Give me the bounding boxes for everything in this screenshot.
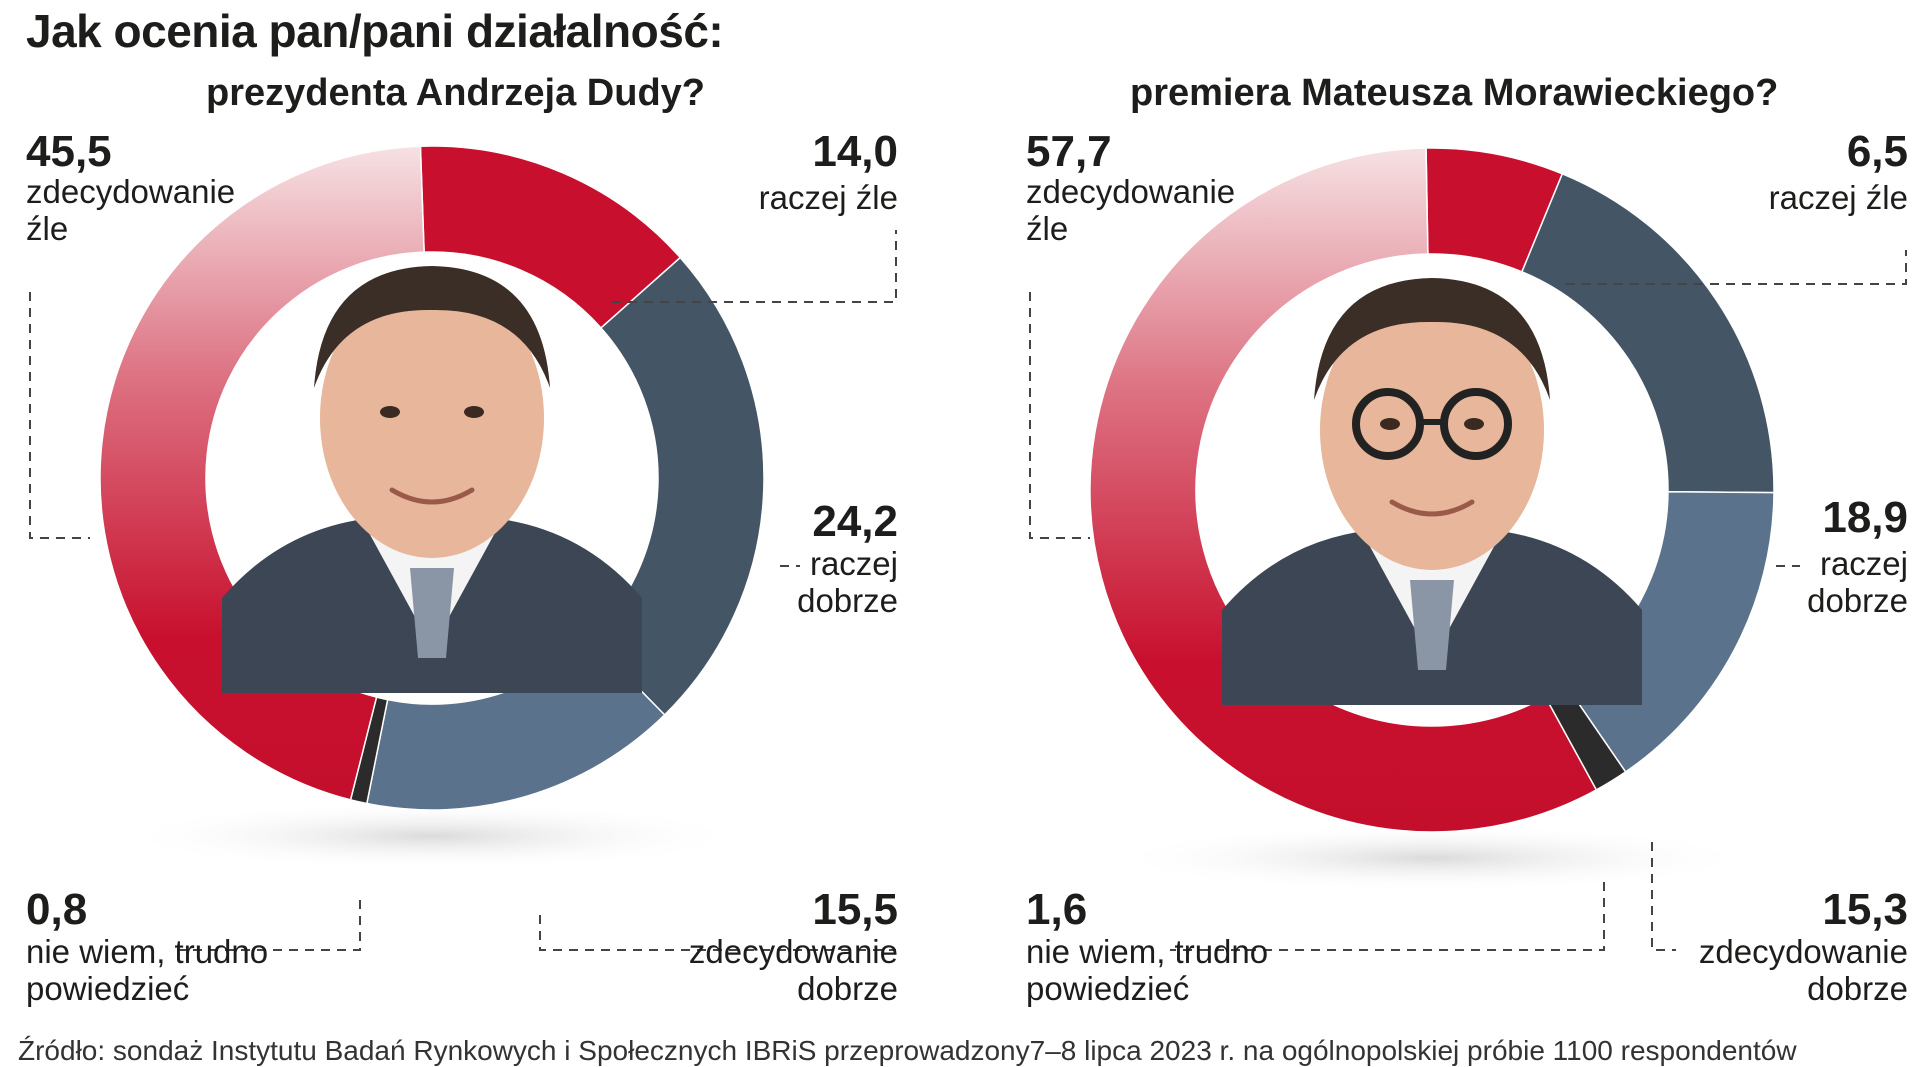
data-label-category: zdecydowanie źle <box>1026 173 1236 247</box>
leader-line <box>539 915 896 951</box>
portrait-photo <box>1222 278 1642 705</box>
leader-line <box>1170 882 1605 951</box>
data-label-category: zdecydowanie dobrze <box>1698 933 1908 1007</box>
data-label-value: 0,8 <box>26 885 88 934</box>
source-note: Źródło: sondaż Instytutu Badań Rynkowych… <box>18 1035 1797 1066</box>
data-label-value: 45,5 <box>26 127 112 176</box>
chart-panel-duda: prezydenta Andrzeja Dudy? 45,5 zdecydowa… <box>0 0 960 1020</box>
leader-line <box>1029 292 1090 539</box>
data-label-value: 15,3 <box>1822 885 1908 934</box>
donut-chart-morawiecki <box>1029 147 1907 951</box>
data-label-value: 15,5 <box>812 885 898 934</box>
chart-title: Jak ocenia pan/pani działalność: <box>26 5 724 57</box>
data-label-category: raczej dobrze <box>1807 545 1908 619</box>
data-label-category: zdecydowanie dobrze <box>688 933 898 1007</box>
chart-subtitle: prezydenta Andrzeja Dudy? <box>206 72 706 114</box>
data-label-value: 14,0 <box>812 127 898 176</box>
donut-chart-duda <box>29 145 897 951</box>
chart-panel-morawiecki: premiera Mateusza Morawieckiego? 57,7 zd… <box>1000 0 1920 1020</box>
portrait-photo <box>222 266 642 693</box>
data-label-value: 24,2 <box>812 497 898 546</box>
data-label-category: zdecydowanie źle <box>26 173 236 247</box>
data-label-category: raczej źle <box>1768 179 1908 216</box>
data-label-category: raczej źle <box>758 179 898 216</box>
data-label-value: 1,6 <box>1026 885 1088 934</box>
leader-line <box>1651 842 1676 951</box>
data-label-value: 6,5 <box>1846 127 1908 176</box>
data-label-value: 18,9 <box>1822 493 1908 542</box>
donut-shadow <box>116 802 748 870</box>
leader-line <box>29 292 90 539</box>
data-label-category: nie wiem, trudno powiedzieć <box>1026 933 1269 1007</box>
data-label-category: raczej dobrze <box>797 545 898 619</box>
data-label-category: nie wiem, trudno powiedzieć <box>26 933 269 1007</box>
donut-shadow <box>1107 824 1757 892</box>
data-label-value: 57,7 <box>1026 127 1112 176</box>
chart-subtitle: premiera Mateusza Morawieckiego? <box>1130 72 1779 114</box>
leader-line <box>170 900 361 951</box>
leader-line <box>1566 250 1907 285</box>
